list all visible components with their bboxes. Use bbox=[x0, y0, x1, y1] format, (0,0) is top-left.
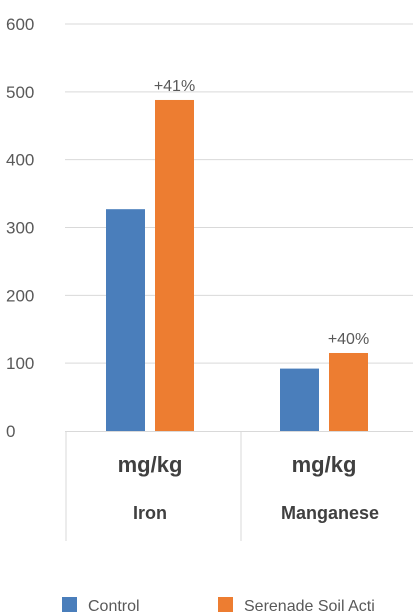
legend: Control Serenade Soil Acti bbox=[62, 597, 375, 615]
y-tick-label: 300 bbox=[6, 219, 34, 238]
bar-iron-treatment bbox=[155, 99, 194, 432]
category-unit-label: mg/kg bbox=[292, 452, 357, 477]
bars bbox=[106, 99, 368, 432]
bar-manganese-control bbox=[280, 368, 319, 431]
y-axis-ticks: 0 100 200 300 400 500 600 bbox=[6, 15, 34, 441]
bar-iron-control bbox=[106, 209, 145, 431]
y-tick-label: 600 bbox=[6, 15, 34, 34]
data-label: +41% bbox=[154, 78, 195, 95]
y-tick-label: 400 bbox=[6, 151, 34, 170]
category-label: Iron bbox=[133, 503, 167, 523]
data-label: +40% bbox=[328, 331, 369, 348]
legend-swatch bbox=[62, 597, 77, 612]
bar-manganese-treatment bbox=[329, 352, 368, 431]
category-label: Manganese bbox=[281, 503, 379, 523]
legend-swatch bbox=[218, 597, 233, 612]
x-axis: mg/kg Iron mg/kg Manganese bbox=[65, 431, 413, 541]
data-labels: +41% +40% bbox=[154, 78, 369, 348]
y-tick-label: 500 bbox=[6, 83, 34, 102]
category-unit-label: mg/kg bbox=[118, 452, 183, 477]
y-tick-label: 0 bbox=[6, 422, 15, 441]
y-tick-label: 100 bbox=[6, 354, 34, 373]
y-tick-label: 200 bbox=[6, 286, 34, 305]
legend-label: Serenade Soil Acti bbox=[244, 598, 375, 615]
legend-label: Control bbox=[88, 598, 140, 615]
